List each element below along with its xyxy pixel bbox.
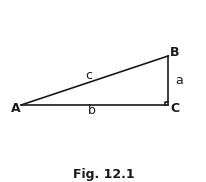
Text: C: C	[169, 102, 178, 115]
Text: B: B	[169, 46, 179, 59]
Text: a: a	[174, 74, 182, 87]
Text: A: A	[10, 102, 20, 115]
Text: c: c	[85, 69, 92, 82]
Text: Fig. 12.1: Fig. 12.1	[72, 168, 134, 181]
Text: b: b	[88, 104, 96, 117]
